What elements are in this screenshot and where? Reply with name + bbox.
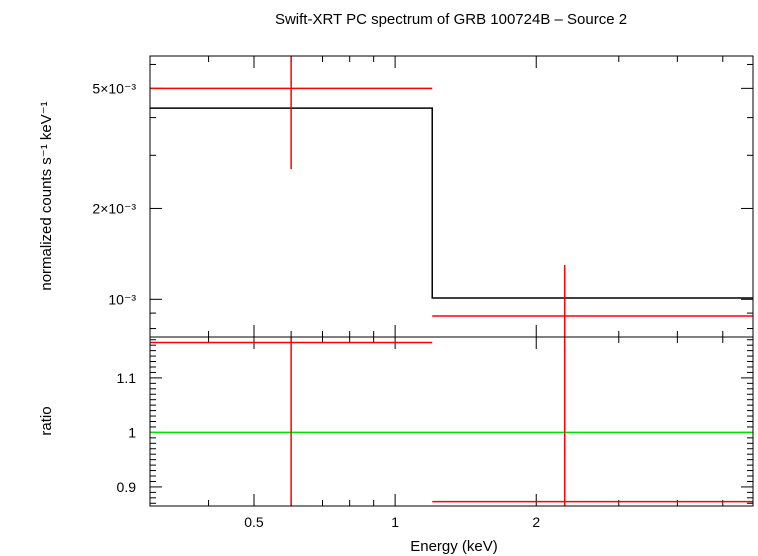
model-step-line <box>150 107 753 299</box>
y-tick-label: 0.9 <box>117 479 137 495</box>
spectrum-y-axis-label: normalized counts s⁻¹ keV⁻¹ <box>38 101 55 290</box>
ratio-panel: 0.5 1 2 1.1 1 0.9 <box>117 336 754 530</box>
chart-title: Swift-XRT PC spectrum of GRB 100724B – S… <box>275 11 627 28</box>
spectrum-panel-frame <box>149 55 754 338</box>
y-tick-label: 5×10⁻³ <box>92 80 136 96</box>
y-tick-label: 1 <box>128 424 136 440</box>
y-tick-label: 10⁻³ <box>108 291 136 307</box>
x-tick-label: 1 <box>391 514 399 530</box>
ratio-panel-frame <box>149 336 754 507</box>
x-tick-label: 2 <box>532 514 540 530</box>
y-tick-label: 2×10⁻³ <box>92 200 136 216</box>
x-tick-label: 0.5 <box>244 514 264 530</box>
spectrum-panel: 5×10⁻³ 2×10⁻³ 10⁻³ <box>92 55 754 338</box>
y-tick-label: 1.1 <box>117 370 137 386</box>
x-axis-label: Energy (keV) <box>410 538 498 555</box>
ratio-y-axis-label: ratio <box>38 406 55 435</box>
